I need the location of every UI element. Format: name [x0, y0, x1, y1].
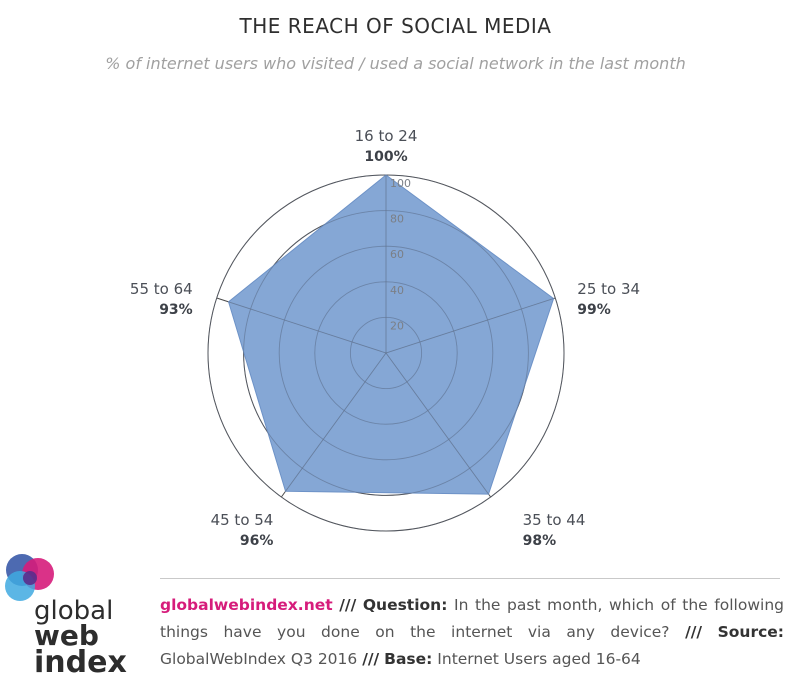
- footer-separator: ///: [339, 596, 357, 614]
- data-ring: [278, 245, 494, 461]
- data-ring: [243, 210, 529, 496]
- footer-source-text: GlobalWebIndex Q3 2016: [160, 650, 358, 668]
- data-ring: [349, 316, 422, 389]
- radar-area: [207, 174, 565, 532]
- category-label: 45 to 54: [211, 511, 274, 529]
- footer-source-key: Source:: [717, 623, 784, 641]
- radial-tick-label: 80: [390, 213, 404, 226]
- value-label: 93%: [159, 302, 193, 318]
- footer-site-link[interactable]: globalwebindex.net: [160, 596, 333, 614]
- footer-base-text: Internet Users aged 16-64: [437, 650, 641, 668]
- radar-chart: 20 40 60 80 100 16 to 24 100% 25 to 34 99% 35 to…: [130, 127, 640, 549]
- radial-tick-label: 60: [390, 248, 404, 261]
- footer-base-key: Base:: [384, 650, 433, 668]
- radar-category-labels: 16 to 24 100% 25 to 34 99% 35 to 44 98% 45 to …: [130, 127, 640, 549]
- radial-tick-label: 40: [390, 284, 404, 297]
- data-series-area: [227, 174, 555, 495]
- logo-circles-icon: [5, 554, 54, 601]
- chart-subtitle: % of internet users who visited / used a…: [105, 54, 686, 73]
- category-label: 35 to 44: [523, 511, 586, 529]
- data-spoke: [385, 352, 489, 495]
- logo-word-global: global: [34, 596, 114, 626]
- data-ring: [314, 281, 458, 425]
- value-label: 99%: [577, 302, 611, 318]
- footer-question-text: In the past month, which of the followin…: [160, 596, 784, 641]
- data-spoke: [385, 298, 554, 354]
- value-label: 98%: [523, 533, 557, 549]
- logo-word-web: web: [34, 619, 99, 652]
- value-label: 100%: [364, 149, 407, 165]
- radial-tick-label: 100: [390, 177, 411, 190]
- value-label: 96%: [240, 533, 274, 549]
- category-label: 25 to 34: [577, 280, 640, 298]
- footer-separator: ///: [362, 650, 380, 668]
- data-ring: [207, 174, 565, 532]
- footer-divider: [160, 578, 780, 579]
- data-spoke: [228, 301, 387, 354]
- data-spoke: [285, 352, 387, 492]
- footer-text: globalwebindex.net /// Question: In the …: [160, 592, 784, 673]
- category-label: 16 to 24: [355, 127, 418, 145]
- chart-title: THE REACH OF SOCIAL MEDIA: [239, 14, 552, 38]
- radial-tick-label: 20: [390, 319, 404, 332]
- logo-word-index: index: [34, 645, 127, 680]
- footer-separator: ///: [685, 623, 703, 641]
- category-label: 55 to 64: [130, 280, 193, 298]
- globalwebindex-logo: global web index: [2, 548, 152, 688]
- footer-question-key: Question:: [362, 596, 448, 614]
- radar-tick-labels: 20 40 60 80 100: [390, 177, 411, 332]
